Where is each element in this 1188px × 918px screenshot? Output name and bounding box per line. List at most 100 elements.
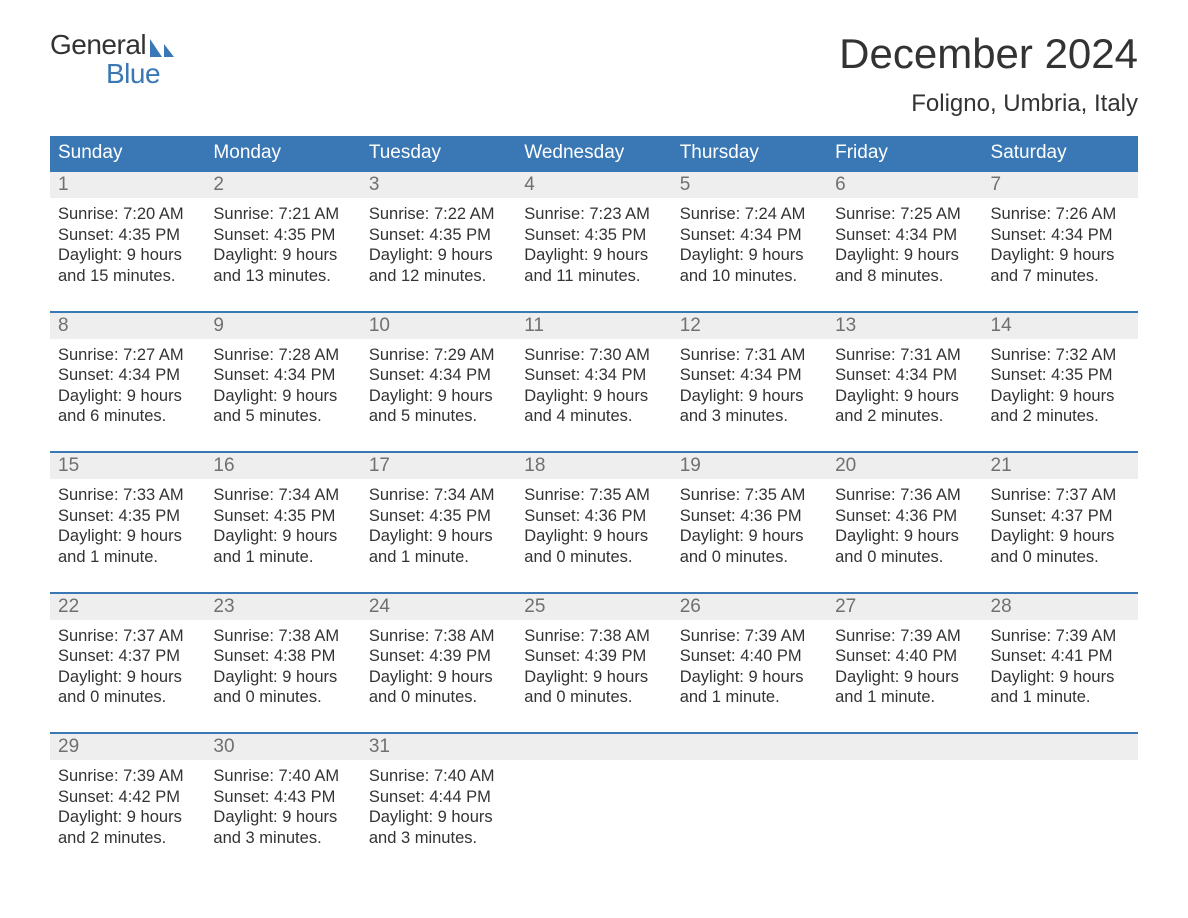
day-cell — [983, 733, 1138, 873]
sunset-line: Sunset: 4:34 PM — [835, 225, 974, 246]
day-number: 24 — [361, 594, 516, 620]
daylight-line: Daylight: 9 hours and 0 minutes. — [58, 667, 197, 708]
day-body: Sunrise: 7:27 AMSunset: 4:34 PMDaylight:… — [50, 339, 205, 452]
day-body: Sunrise: 7:37 AMSunset: 4:37 PMDaylight:… — [50, 620, 205, 733]
day-cell: 5Sunrise: 7:24 AMSunset: 4:34 PMDaylight… — [672, 171, 827, 312]
day-number: 11 — [516, 313, 671, 339]
day-body: Sunrise: 7:34 AMSunset: 4:35 PMDaylight:… — [361, 479, 516, 592]
day-body: Sunrise: 7:35 AMSunset: 4:36 PMDaylight:… — [516, 479, 671, 592]
daylight-line: Daylight: 9 hours and 2 minutes. — [58, 807, 197, 848]
sunrise-line: Sunrise: 7:33 AM — [58, 485, 197, 506]
daylight-line: Daylight: 9 hours and 12 minutes. — [369, 245, 508, 286]
sunset-line: Sunset: 4:34 PM — [991, 225, 1130, 246]
daylight-line: Daylight: 9 hours and 0 minutes. — [213, 667, 352, 708]
day-cell: 20Sunrise: 7:36 AMSunset: 4:36 PMDayligh… — [827, 452, 982, 593]
sunrise-line: Sunrise: 7:35 AM — [680, 485, 819, 506]
day-body: Sunrise: 7:38 AMSunset: 4:39 PMDaylight:… — [516, 620, 671, 733]
day-body — [827, 760, 982, 790]
day-number: 14 — [983, 313, 1138, 339]
day-cell: 11Sunrise: 7:30 AMSunset: 4:34 PMDayligh… — [516, 312, 671, 453]
weekday-header: Sunday — [50, 136, 205, 171]
sunrise-line: Sunrise: 7:24 AM — [680, 204, 819, 225]
calendar-table: Sunday Monday Tuesday Wednesday Thursday… — [50, 136, 1138, 873]
day-body: Sunrise: 7:33 AMSunset: 4:35 PMDaylight:… — [50, 479, 205, 592]
sunrise-line: Sunrise: 7:26 AM — [991, 204, 1130, 225]
daylight-line: Daylight: 9 hours and 3 minutes. — [369, 807, 508, 848]
week-row: 22Sunrise: 7:37 AMSunset: 4:37 PMDayligh… — [50, 593, 1138, 734]
day-body: Sunrise: 7:40 AMSunset: 4:43 PMDaylight:… — [205, 760, 360, 873]
day-cell: 31Sunrise: 7:40 AMSunset: 4:44 PMDayligh… — [361, 733, 516, 873]
day-body: Sunrise: 7:39 AMSunset: 4:40 PMDaylight:… — [827, 620, 982, 733]
daylight-line: Daylight: 9 hours and 5 minutes. — [213, 386, 352, 427]
daylight-line: Daylight: 9 hours and 11 minutes. — [524, 245, 663, 286]
day-cell: 16Sunrise: 7:34 AMSunset: 4:35 PMDayligh… — [205, 452, 360, 593]
day-number: 9 — [205, 313, 360, 339]
day-cell: 9 Sunrise: 7:28 AMSunset: 4:34 PMDaylight… — [205, 312, 360, 453]
daylight-line: Daylight: 9 hours and 2 minutes. — [835, 386, 974, 427]
sunrise-line: Sunrise: 7:25 AM — [835, 204, 974, 225]
day-body: Sunrise: 7:37 AMSunset: 4:37 PMDaylight:… — [983, 479, 1138, 592]
sunset-line: Sunset: 4:37 PM — [58, 646, 197, 667]
sunrise-line: Sunrise: 7:29 AM — [369, 345, 508, 366]
weekday-header: Wednesday — [516, 136, 671, 171]
day-cell: 6Sunrise: 7:25 AMSunset: 4:34 PMDaylight… — [827, 171, 982, 312]
sunset-line: Sunset: 4:35 PM — [369, 225, 508, 246]
daylight-line: Daylight: 9 hours and 13 minutes. — [213, 245, 352, 286]
day-body: Sunrise: 7:40 AMSunset: 4:44 PMDaylight:… — [361, 760, 516, 873]
sunset-line: Sunset: 4:35 PM — [58, 225, 197, 246]
day-cell: 17Sunrise: 7:34 AMSunset: 4:35 PMDayligh… — [361, 452, 516, 593]
day-body: Sunrise: 7:32 AMSunset: 4:35 PMDaylight:… — [983, 339, 1138, 452]
day-body: Sunrise: 7:39 AMSunset: 4:42 PMDaylight:… — [50, 760, 205, 873]
daylight-line: Daylight: 9 hours and 6 minutes. — [58, 386, 197, 427]
sunset-line: Sunset: 4:34 PM — [213, 365, 352, 386]
day-number: 1 — [50, 172, 205, 198]
daylight-line: Daylight: 9 hours and 15 minutes. — [58, 245, 197, 286]
daylight-line: Daylight: 9 hours and 1 minute. — [991, 667, 1130, 708]
day-body: Sunrise: 7:31 AMSunset: 4:34 PMDaylight:… — [827, 339, 982, 452]
day-number: 15 — [50, 453, 205, 479]
daylight-line: Daylight: 9 hours and 0 minutes. — [680, 526, 819, 567]
logo-top-line: General — [50, 30, 178, 59]
day-body: Sunrise: 7:31 AMSunset: 4:34 PMDaylight:… — [672, 339, 827, 452]
weekday-header: Friday — [827, 136, 982, 171]
day-cell: 28Sunrise: 7:39 AMSunset: 4:41 PMDayligh… — [983, 593, 1138, 734]
day-number — [516, 734, 671, 760]
sunrise-line: Sunrise: 7:28 AM — [213, 345, 352, 366]
day-number: 28 — [983, 594, 1138, 620]
day-cell: 19Sunrise: 7:35 AMSunset: 4:36 PMDayligh… — [672, 452, 827, 593]
daylight-line: Daylight: 9 hours and 1 minute. — [680, 667, 819, 708]
sunset-line: Sunset: 4:39 PM — [524, 646, 663, 667]
day-cell: 14Sunrise: 7:32 AMSunset: 4:35 PMDayligh… — [983, 312, 1138, 453]
weekday-header: Saturday — [983, 136, 1138, 171]
day-number: 2 — [205, 172, 360, 198]
sunset-line: Sunset: 4:37 PM — [991, 506, 1130, 527]
day-cell: 12Sunrise: 7:31 AMSunset: 4:34 PMDayligh… — [672, 312, 827, 453]
sunrise-line: Sunrise: 7:38 AM — [213, 626, 352, 647]
day-cell: 3Sunrise: 7:22 AMSunset: 4:35 PMDaylight… — [361, 171, 516, 312]
day-number: 6 — [827, 172, 982, 198]
daylight-line: Daylight: 9 hours and 0 minutes. — [369, 667, 508, 708]
weekday-header-row: Sunday Monday Tuesday Wednesday Thursday… — [50, 136, 1138, 171]
title-block: December 2024 Foligno, Umbria, Italy — [839, 30, 1138, 118]
daylight-line: Daylight: 9 hours and 1 minute. — [213, 526, 352, 567]
day-cell: 4Sunrise: 7:23 AMSunset: 4:35 PMDaylight… — [516, 171, 671, 312]
week-row: 8Sunrise: 7:27 AMSunset: 4:34 PMDaylight… — [50, 312, 1138, 453]
sunset-line: Sunset: 4:44 PM — [369, 787, 508, 808]
sunset-line: Sunset: 4:38 PM — [213, 646, 352, 667]
day-number: 18 — [516, 453, 671, 479]
week-row: 15Sunrise: 7:33 AMSunset: 4:35 PMDayligh… — [50, 452, 1138, 593]
page-title: December 2024 — [839, 30, 1138, 78]
day-body: Sunrise: 7:22 AMSunset: 4:35 PMDaylight:… — [361, 198, 516, 311]
sunset-line: Sunset: 4:34 PM — [369, 365, 508, 386]
day-number: 13 — [827, 313, 982, 339]
day-cell: 29Sunrise: 7:39 AMSunset: 4:42 PMDayligh… — [50, 733, 205, 873]
daylight-line: Daylight: 9 hours and 0 minutes. — [991, 526, 1130, 567]
day-cell: 22Sunrise: 7:37 AMSunset: 4:37 PMDayligh… — [50, 593, 205, 734]
day-body: Sunrise: 7:35 AMSunset: 4:36 PMDaylight:… — [672, 479, 827, 592]
day-cell: 21Sunrise: 7:37 AMSunset: 4:37 PMDayligh… — [983, 452, 1138, 593]
sunrise-line: Sunrise: 7:38 AM — [524, 626, 663, 647]
daylight-line: Daylight: 9 hours and 0 minutes. — [835, 526, 974, 567]
day-number: 21 — [983, 453, 1138, 479]
sunset-line: Sunset: 4:34 PM — [835, 365, 974, 386]
daylight-line: Daylight: 9 hours and 1 minute. — [58, 526, 197, 567]
